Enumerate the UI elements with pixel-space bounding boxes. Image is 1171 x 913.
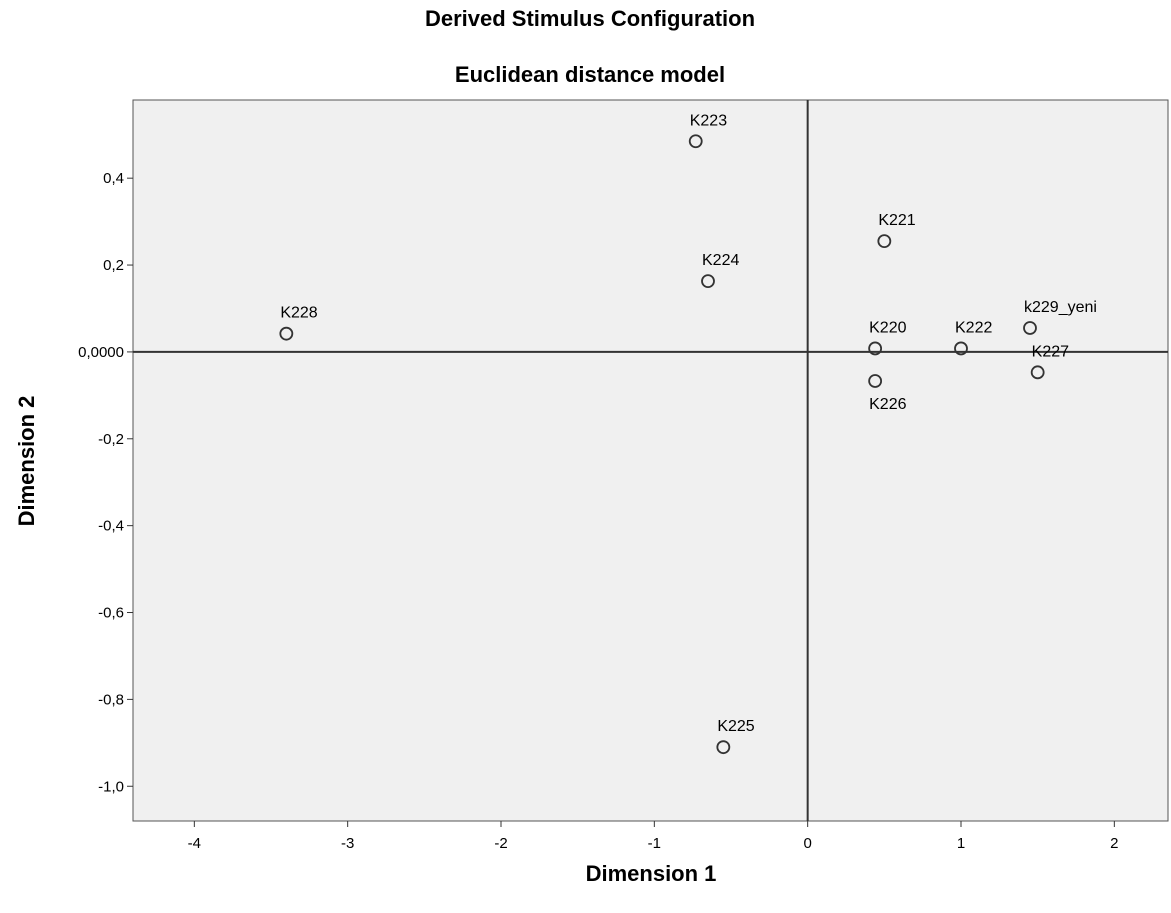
y-tick-label: 0,2: [103, 257, 124, 274]
data-point-label: K224: [702, 252, 739, 269]
data-point-label: K225: [717, 718, 754, 735]
y-axis: 0,4 0,2 0,0000 -0,2 -0,4 -0,6 -0,8 -1,0: [78, 170, 133, 795]
data-point: [868, 341, 883, 356]
data-point-label: K221: [878, 212, 915, 229]
x-tick-label: 1: [957, 835, 965, 852]
data-point-label: K226: [869, 396, 906, 413]
chart-subtitle: Euclidean distance model: [455, 62, 725, 87]
y-tick-label: 0,0000: [78, 344, 124, 361]
data-point: [877, 234, 892, 249]
x-tick-label: 2: [1110, 835, 1118, 852]
x-axis-title: Dimension 1: [586, 861, 717, 886]
data-point: [716, 740, 731, 755]
y-tick-label: -0,8: [98, 691, 124, 708]
x-tick-label: 0: [803, 835, 811, 852]
data-point-label: k229_yeni: [1024, 299, 1097, 316]
x-tick-label: -1: [648, 835, 661, 852]
data-point-label: K227: [1032, 343, 1069, 360]
plot-area: [132, 99, 1169, 822]
data-point-label: K228: [280, 305, 317, 322]
data-points: K223 K221 K224 K228 k229_yeni K220 K222 K227 K22…: [279, 112, 1097, 755]
data-point: [279, 326, 294, 341]
data-point-label: K220: [869, 319, 906, 336]
data-point: [1023, 321, 1037, 335]
x-axis: -4 -3 -2 -1 0 1 2: [188, 821, 1119, 852]
y-axis-title: Dimension 2: [14, 396, 39, 527]
data-point: [701, 274, 715, 289]
data-point-label: K222: [955, 319, 992, 336]
x-tick-label: -2: [494, 835, 507, 852]
y-tick-label: -1,0: [98, 778, 124, 795]
data-point: [868, 374, 883, 388]
data-point: [954, 341, 968, 356]
data-point: [1030, 365, 1045, 380]
reference-lines: [133, 100, 1168, 821]
y-tick-label: 0,4: [103, 170, 124, 187]
chart-title: Derived Stimulus Configuration: [425, 6, 755, 31]
y-tick-label: -0,2: [98, 431, 124, 448]
x-tick-label: -3: [341, 835, 354, 852]
data-point-label: K223: [690, 112, 727, 129]
data-point: [688, 134, 703, 149]
y-tick-label: -0,6: [98, 605, 124, 622]
x-tick-label: -4: [188, 835, 201, 852]
y-tick-label: -0,4: [98, 518, 124, 535]
